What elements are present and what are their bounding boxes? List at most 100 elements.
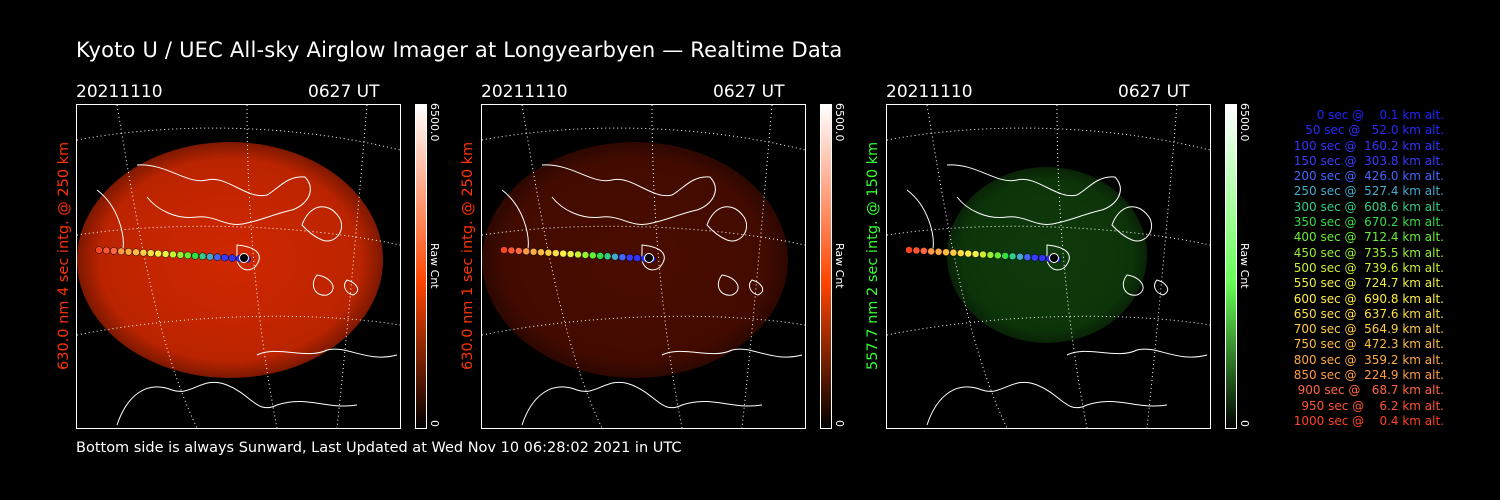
coastline: [312, 274, 334, 296]
track-point: [147, 249, 155, 257]
coastline: [256, 348, 398, 358]
track-point: [611, 253, 619, 261]
track-point: [552, 249, 560, 257]
track-point: [544, 248, 553, 257]
panel-2-image: [481, 104, 806, 429]
track-point: [515, 247, 523, 255]
lat-lon-grid: [887, 127, 1210, 151]
track-point: [566, 250, 575, 258]
coastline: [301, 206, 343, 242]
panel-2-date: 20211110: [481, 82, 568, 102]
legend-entry: 150 sec @ 303.8 km alt.: [1293, 153, 1444, 168]
track-point: [603, 252, 612, 261]
track-point: [986, 251, 995, 259]
track-point: [957, 249, 965, 257]
panel-1-date: 20211110: [76, 82, 163, 102]
track-point: [102, 246, 111, 255]
legend-entry: 350 sec @ 670.2 km alt.: [1293, 215, 1444, 230]
coastline: [136, 164, 311, 225]
track-point: [221, 253, 229, 262]
coastline: [906, 189, 934, 256]
legend-entry: 500 sec @ 739.6 km alt.: [1293, 260, 1444, 275]
track-point: [198, 252, 207, 261]
lat-lon-grid: [887, 225, 1210, 246]
track-point: [117, 247, 125, 256]
track-point: [213, 253, 222, 261]
track-point: [1001, 252, 1009, 260]
track-point: [942, 248, 950, 256]
panel-1-image: [76, 104, 401, 429]
track-point: [169, 250, 177, 259]
track-point: [132, 248, 140, 256]
lat-lon-grid: [482, 127, 805, 151]
panel-1-colorbar: [415, 104, 427, 429]
panel-2-colorbar: [820, 104, 832, 429]
panel-3-cbar-label: Raw Cnt: [1238, 243, 1251, 289]
legend-entry: 0 sec @ 0.1 km alt.: [1316, 108, 1444, 122]
track-point: [596, 252, 604, 260]
coastline: [344, 279, 359, 296]
lat-lon-grid: [651, 105, 683, 428]
legend-entry: 900 sec @ 68.7 km alt.: [1297, 383, 1444, 398]
panel-2-cbar-max: 6500.0: [833, 103, 846, 142]
legend-entry: 200 sec @ 426.0 km alt.: [1293, 169, 1444, 184]
panel-2-cbar-label: Raw Cnt: [833, 243, 846, 289]
track-point: [912, 246, 921, 255]
track-point: [537, 248, 545, 256]
station-marker: [239, 253, 249, 263]
coastline: [661, 348, 803, 358]
track-point: [574, 250, 582, 259]
track-point: [626, 253, 634, 262]
track-point: [920, 247, 928, 255]
coastline: [1122, 274, 1144, 296]
panel-1-cbar-max: 6500.0: [428, 103, 441, 142]
station-marker: [644, 253, 654, 263]
track-point: [559, 249, 567, 258]
panel-1-cbar-label: Raw Cnt: [428, 243, 441, 289]
track-point: [228, 254, 236, 262]
legend-entry: 300 sec @ 608.6 km alt.: [1293, 199, 1444, 214]
coastline: [946, 164, 1121, 225]
track-point: [1008, 252, 1017, 261]
coastline: [706, 206, 748, 242]
panel-3-cbar-max: 6500.0: [1238, 103, 1251, 142]
coastline: [1066, 348, 1208, 358]
panel-3-date: 20211110: [886, 82, 973, 102]
track-point: [927, 247, 935, 256]
altitude-legend: 0 sec @ 0.1 km alt. 50 sec @ 52.0 km alt…: [1262, 108, 1444, 429]
track-point: [971, 250, 980, 258]
panel-3-map: [887, 105, 1210, 428]
track-point: [139, 248, 148, 257]
panel-2-ylabel: 630.0 nm 1 sec intg. @ 250 km: [460, 141, 476, 370]
lat-lon-grid: [926, 105, 1008, 428]
track-point: [934, 248, 943, 256]
track-point: [589, 251, 597, 260]
track-point: [110, 247, 118, 255]
track-point: [979, 250, 987, 259]
legend-entry: 250 sec @ 527.4 km alt.: [1293, 184, 1444, 199]
track-point: [95, 246, 103, 254]
track-point: [191, 252, 199, 260]
legend-entry: 950 sec @ 6.2 km alt.: [1301, 398, 1444, 413]
track-point: [1038, 254, 1046, 262]
track-point: [529, 248, 538, 256]
lat-lon-grid: [77, 127, 400, 151]
track-point: [1031, 253, 1039, 262]
track-point: [176, 251, 185, 259]
legend-entry: 600 sec @ 690.8 km alt.: [1293, 291, 1444, 306]
panel-3-ylabel: 557.7 nm 2 sec intg. @ 150 km: [865, 141, 881, 370]
legend-entry: 550 sec @ 724.7 km alt.: [1293, 276, 1444, 291]
coastline: [1111, 206, 1153, 242]
track-point: [184, 251, 192, 260]
coastline: [749, 279, 764, 296]
track-point: [964, 249, 972, 258]
track-point: [522, 247, 530, 256]
panel-1-time: 0627 UT: [308, 82, 380, 102]
coastline: [1154, 279, 1169, 296]
track-point: [581, 251, 590, 259]
panel-3-time: 0627 UT: [1118, 82, 1190, 102]
coastline: [541, 164, 716, 225]
track-point: [124, 248, 133, 256]
lat-lon-grid: [482, 225, 805, 246]
track-point: [206, 253, 214, 261]
